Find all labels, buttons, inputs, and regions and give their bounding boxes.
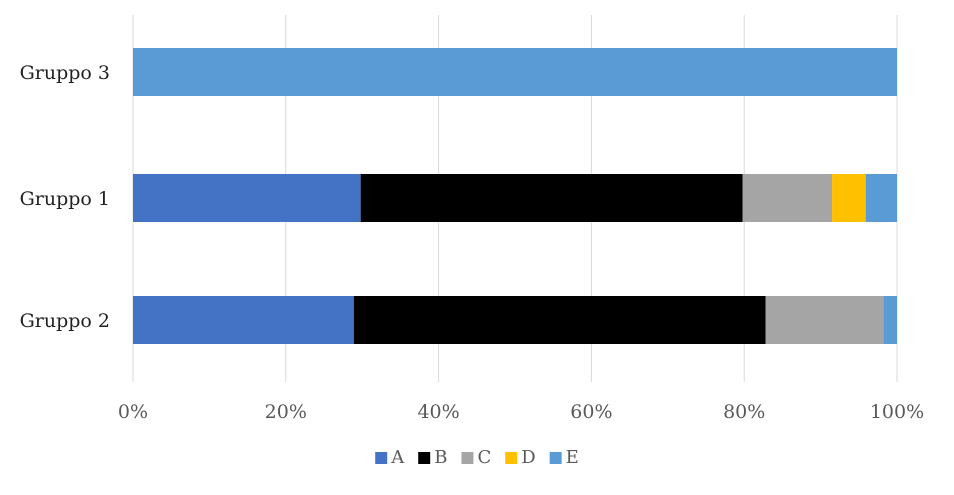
legend-swatch — [549, 452, 562, 464]
bar-segment-a — [133, 174, 361, 222]
bar-segment-c — [765, 296, 884, 344]
bar-segment-e — [883, 296, 897, 344]
legend-swatch — [461, 452, 474, 464]
x-tick-label: 80% — [723, 401, 765, 423]
legend-item-d: D — [505, 447, 536, 468]
bar-segment-d — [832, 174, 866, 222]
x-tick-label: 0% — [118, 401, 148, 423]
category-label: Gruppo 3 — [20, 62, 110, 84]
bars — [133, 48, 897, 344]
bar-segment-b — [360, 174, 743, 222]
legend-label: B — [434, 447, 447, 468]
legend-label: A — [390, 447, 405, 468]
legend-swatch — [375, 452, 388, 464]
legend-item-b: B — [418, 447, 447, 468]
legend-label: C — [477, 447, 491, 468]
category-label: Gruppo 1 — [20, 188, 110, 210]
bar-segment-a — [133, 296, 354, 344]
bar-segment-e — [133, 48, 897, 96]
x-axis-tick-labels: 0% 20% 40% 60% 80% 100% — [118, 401, 924, 423]
bar-segment-e — [865, 174, 897, 222]
legend: A B C D E — [375, 447, 579, 468]
legend-swatch — [418, 452, 431, 464]
x-tick-label: 60% — [570, 401, 612, 423]
category-label: Gruppo 2 — [20, 310, 110, 332]
x-tick-label: 100% — [870, 401, 924, 423]
legend-swatch — [505, 452, 518, 464]
bar-segment-b — [353, 296, 766, 344]
category-labels: Gruppo 3 Gruppo 1 Gruppo 2 — [20, 62, 110, 332]
legend-item-a: A — [375, 447, 405, 468]
legend-item-e: E — [549, 447, 579, 468]
x-tick-label: 40% — [417, 401, 459, 423]
bar-segment-c — [742, 174, 833, 222]
x-tick-label: 20% — [265, 401, 307, 423]
legend-label: D — [521, 447, 535, 468]
legend-item-c: C — [461, 447, 491, 468]
legend-label: E — [566, 447, 579, 468]
